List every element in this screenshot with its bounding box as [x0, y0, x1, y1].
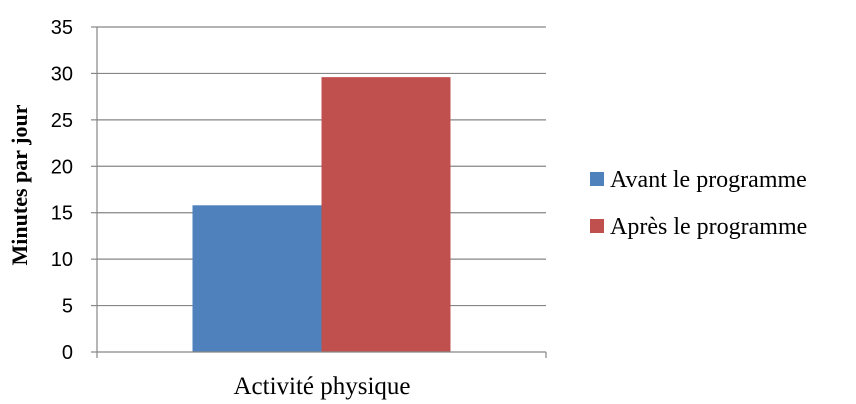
y-tick-labels: 0 5 10 15 20 25 30 35 [51, 17, 73, 364]
x-category-label: Activité physique [233, 373, 410, 400]
bar-avant [192, 205, 322, 352]
y-tick-label: 15 [51, 203, 73, 225]
y-tick-label: 20 [51, 156, 73, 178]
bars [192, 77, 451, 353]
legend-label: Avant le programme [610, 167, 807, 193]
legend-label: Après le programme [610, 214, 807, 240]
y-tick-label: 0 [62, 342, 73, 364]
y-tick-label: 10 [51, 249, 73, 271]
axes [91, 26, 547, 358]
legend-swatch [590, 219, 604, 233]
y-tick-label: 30 [51, 63, 73, 85]
y-tick-label: 5 [62, 296, 73, 318]
y-tick-label: 35 [51, 17, 73, 39]
bar-apres [321, 77, 451, 353]
legend: Avant le programme Après le programme [590, 167, 807, 240]
y-tick-label: 25 [51, 110, 73, 132]
y-axis-title: Minutes par jour [7, 104, 32, 265]
legend-swatch [590, 172, 604, 186]
